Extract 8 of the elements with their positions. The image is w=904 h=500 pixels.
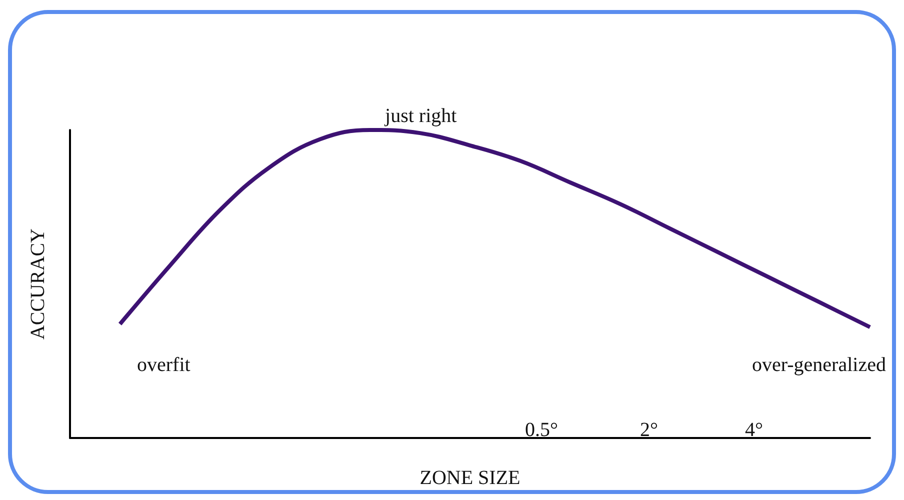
x-axis-title: ZONE SIZE: [420, 467, 520, 489]
y-axis-title: ACCURACY: [27, 228, 49, 340]
annotation: 0.5°: [525, 419, 558, 441]
annotation: overfit: [137, 354, 191, 376]
text: just right: [384, 105, 458, 127]
annotation: 2°: [640, 419, 658, 441]
annotation: over-generalized: [752, 354, 886, 376]
annotation: 4°: [745, 419, 763, 441]
